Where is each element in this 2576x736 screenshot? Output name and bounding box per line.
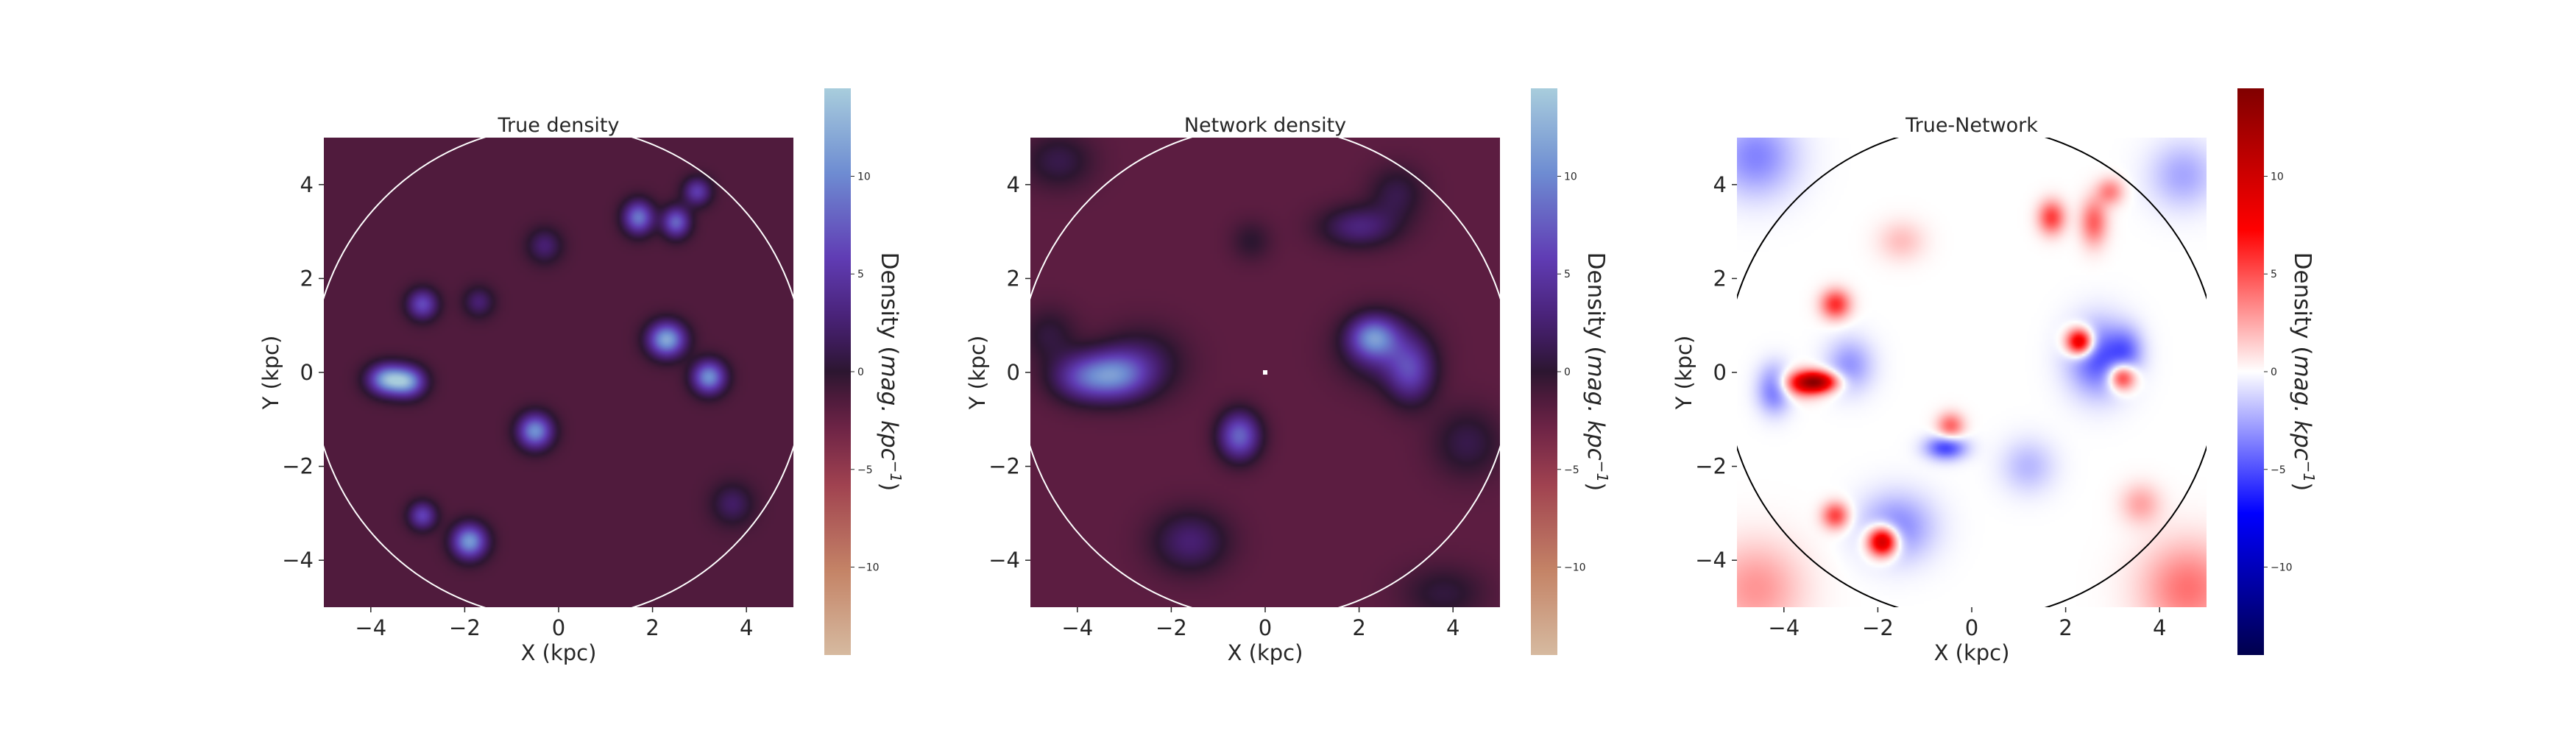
colorbar-tick-label: 5 [857,269,864,280]
x-tick-label: −4 [1768,615,1800,640]
y-tick-label: 0 [300,360,314,385]
y-tick-label: −4 [988,548,1020,573]
panel-title: True density [498,114,620,137]
y-axis-label: Y (kpc) [1671,336,1696,411]
panel-title: True-Network [1905,114,2038,137]
colorbar-tick-label: 10 [857,171,871,183]
x-tick-label: 4 [1446,615,1459,640]
colorbar-label: Density (mag. kpc−1) [1582,252,1611,492]
x-tick-label: −2 [1862,615,1894,640]
y-axis-label: Y (kpc) [258,336,283,411]
x-axis-label: X (kpc) [521,640,597,665]
colorbar-tick-label: −10 [2271,562,2293,574]
colorbar-tick-label: 5 [2271,269,2277,280]
colorbar-tick-label: −5 [1564,464,1579,476]
y-tick-label: −2 [282,454,314,479]
colorbar-tick-label: −5 [857,464,873,476]
x-tick-label: 2 [645,615,659,640]
x-tick-label: 4 [740,615,753,640]
colorbar-tick-label: 10 [2271,171,2284,183]
y-tick-label: 4 [1007,172,1020,197]
colorbar-tick-label: 0 [1564,367,1571,378]
y-tick-label: 2 [1007,266,1020,291]
x-tick-label: 0 [1259,615,1272,640]
panel-3: True-Network −4 −2 0 2 4 −4 −2 0 2 4 X (kpc) Y (kpc)… [1671,88,2318,665]
density-map [1737,138,2207,607]
center-marker [1263,370,1267,375]
y-tick-label: −2 [1695,454,1727,479]
colorbar-tick-label: −5 [2271,464,2286,476]
colorbar-label: Density (mag. kpc−1) [2289,252,2318,492]
x-axis-label: X (kpc) [1228,640,1303,665]
colorbar-tick-label: −10 [857,562,880,574]
colorbar-tick-label: −10 [1564,562,1586,574]
x-tick-label: 0 [1965,615,1978,640]
colorbar-tick-label: 0 [857,367,864,378]
x-tick-label: 0 [552,615,565,640]
panel-title: Network density [1184,114,1346,137]
x-tick-label: −4 [1061,615,1093,640]
panel-2: Network density −4 −2 0 2 4 −4 −2 0 2 4 X (kpc) Y (k… [965,88,1611,665]
colorbar-label: Density (mag. kpc−1) [876,252,905,492]
x-tick-label: −2 [449,615,481,640]
colorbar-tick-label: 0 [2271,367,2277,378]
y-tick-label: 2 [1713,266,1727,291]
y-axis-label: Y (kpc) [965,336,990,411]
x-tick-label: 2 [1352,615,1365,640]
colorbar [824,88,851,655]
colorbar-tick-label: 5 [1564,269,1571,280]
y-tick-label: 4 [300,172,314,197]
x-axis-label: X (kpc) [1934,640,2010,665]
colorbar [2237,88,2264,655]
colorbar [1531,88,1557,655]
density-map [324,138,793,607]
y-tick-label: −2 [988,454,1020,479]
x-tick-label: −2 [1156,615,1187,640]
y-tick-label: −4 [282,548,314,573]
x-tick-label: 2 [2059,615,2072,640]
colorbar-tick-label: 10 [1564,171,1577,183]
y-tick-label: −4 [1695,548,1727,573]
y-tick-label: 0 [1713,360,1727,385]
x-tick-label: −4 [355,615,386,640]
x-tick-label: 4 [2153,615,2166,640]
y-tick-label: 4 [1713,172,1727,197]
panel-1: True density −4 −2 0 2 4 −4 −2 0 2 4 X (kpc) Y (kpc)… [258,88,905,665]
y-tick-label: 0 [1007,360,1020,385]
y-tick-label: 2 [300,266,314,291]
